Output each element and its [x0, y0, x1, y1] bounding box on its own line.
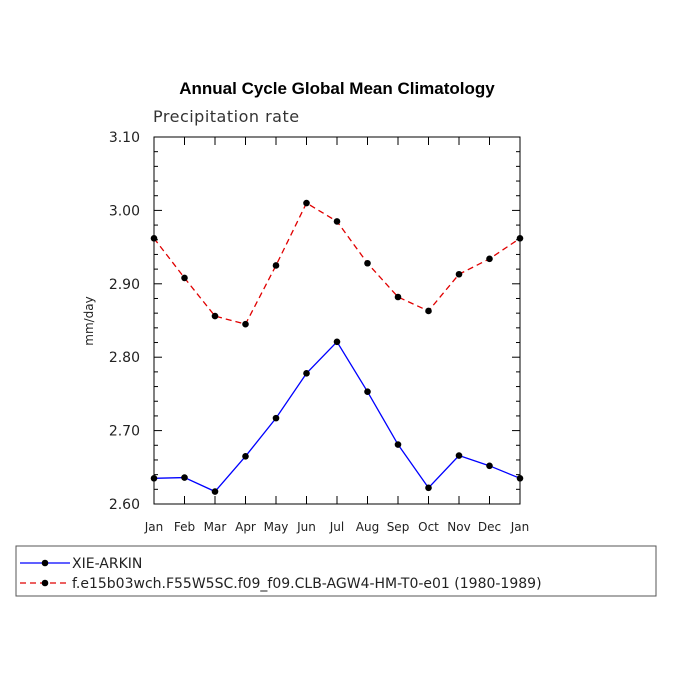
- data-point: [303, 370, 310, 377]
- data-point: [394, 441, 402, 448]
- y-tick-label: 2.90: [109, 277, 140, 293]
- legend-label: f.e15b03wch.F55W5SC.f09_f09.CLB-AGW4-HM-…: [72, 576, 542, 592]
- x-tick-label: Dec: [478, 520, 501, 534]
- series-layer: [150, 199, 524, 495]
- x-tick-label: Oct: [418, 520, 439, 534]
- x-tick-label: Aug: [356, 520, 379, 534]
- data-point: [211, 312, 219, 320]
- legend-swatch-marker: [41, 559, 49, 567]
- legend-item: f.e15b03wch.F55W5SC.f09_f09.CLB-AGW4-HM-…: [20, 576, 542, 592]
- data-point: [486, 462, 493, 470]
- data-point: [455, 270, 463, 278]
- data-point: [150, 475, 158, 482]
- data-point: [364, 259, 371, 267]
- data-point: [425, 307, 432, 315]
- data-point: [516, 234, 524, 242]
- y-tick-label: 2.70: [109, 424, 140, 440]
- data-point: [272, 414, 280, 422]
- legend-box: [15, 545, 657, 597]
- data-point: [425, 484, 432, 492]
- y-tick-label: 2.80: [109, 350, 140, 366]
- data-point: [364, 388, 371, 395]
- data-point: [181, 474, 188, 481]
- y-axis: 2.60 2.70 2.80 2.90 3.00 3.10: [109, 130, 520, 513]
- y-tick-label: 2.60: [109, 497, 140, 513]
- x-tick-label: Feb: [174, 520, 195, 534]
- data-point: [242, 320, 249, 328]
- series-1: [150, 338, 524, 495]
- series-2: [150, 199, 524, 328]
- data-point: [181, 274, 188, 282]
- x-tick-label: Apr: [235, 520, 256, 534]
- y-tick-label: 3.10: [109, 130, 140, 146]
- data-point: [333, 218, 341, 225]
- chart-title: Annual Cycle Global Mean Climatology: [179, 79, 495, 98]
- x-tick-label: Sep: [387, 520, 410, 534]
- series-line: [153, 340, 521, 493]
- data-point: [333, 338, 341, 346]
- data-point: [394, 293, 402, 301]
- x-tick-label: Jan: [144, 520, 164, 534]
- y-axis-label: mm/day: [82, 296, 96, 346]
- x-tick-label: Mar: [204, 520, 227, 534]
- data-point: [455, 452, 463, 459]
- x-axis: Jan Feb Mar Apr May Jun Jul Aug Sep Oct Nov Dec Jan: [144, 137, 530, 534]
- x-tick-label: Nov: [447, 520, 470, 534]
- x-tick-label: Jun: [296, 520, 316, 534]
- x-tick-label: May: [264, 520, 289, 534]
- data-point: [516, 475, 524, 482]
- data-point: [272, 262, 280, 269]
- legend: XIE-ARKIN f.e15b03wch.F55W5SC.f09_f09.CLB…: [15, 545, 657, 597]
- plot-frame: [153, 136, 521, 505]
- x-tick-label: Jan: [510, 520, 530, 534]
- legend-swatch-marker: [41, 579, 49, 587]
- data-point: [211, 488, 219, 495]
- chart-subtitle: Precipitation rate: [153, 107, 300, 126]
- legend-label: XIE-ARKIN: [72, 556, 142, 572]
- y-tick-label: 3.00: [109, 203, 140, 219]
- data-point: [242, 452, 249, 460]
- data-point: [303, 199, 310, 207]
- legend-item: XIE-ARKIN: [20, 556, 142, 572]
- data-point: [150, 234, 158, 242]
- x-tick-label: Jul: [329, 520, 344, 534]
- data-point: [486, 255, 493, 263]
